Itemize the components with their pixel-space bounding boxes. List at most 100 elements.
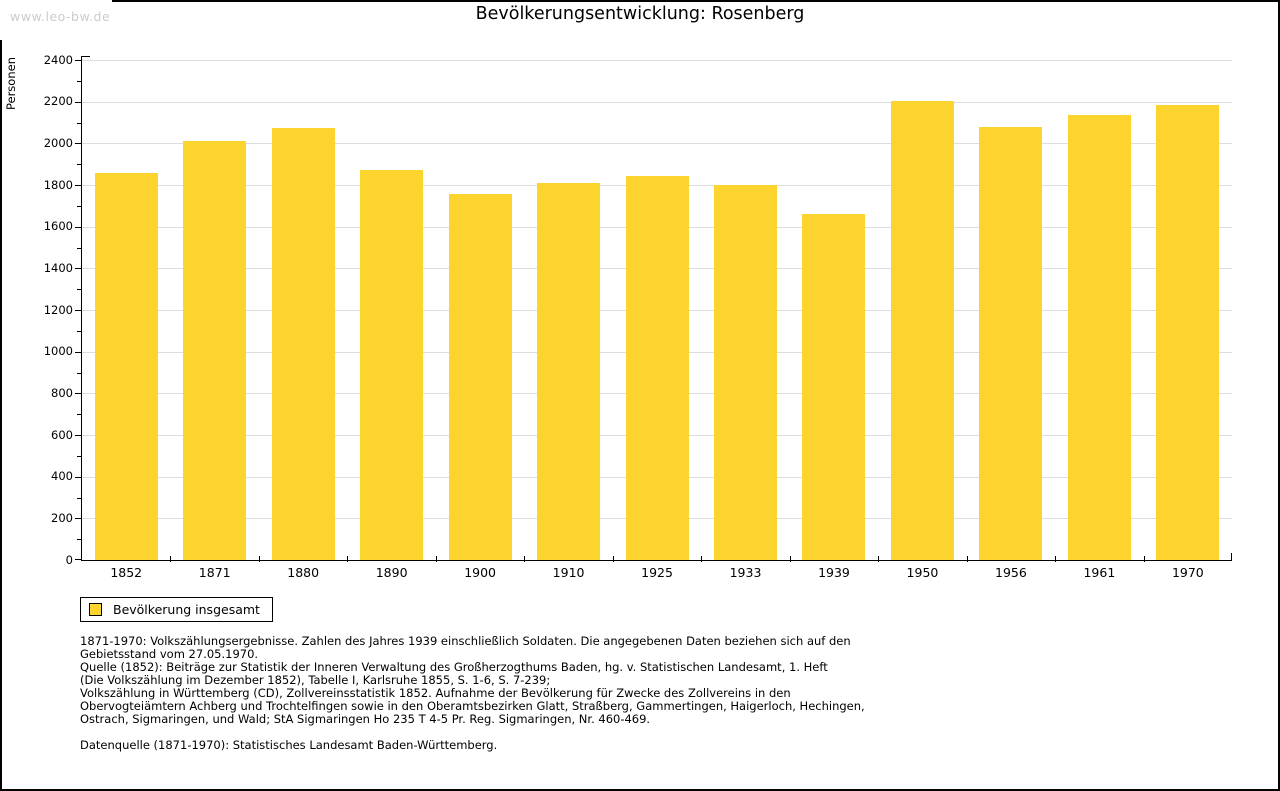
y-tick-label-400: 400 (51, 469, 73, 484)
y-axis-line (81, 56, 82, 561)
x-label-1933: 1933 (729, 565, 762, 580)
gridline-2000 (82, 143, 1232, 145)
footnote-line-6: Obervogteiämtern Achberg und Trochtelfin… (80, 699, 865, 713)
y-tick-label-200: 200 (51, 510, 73, 525)
y-axis-title: Personen (4, 57, 18, 111)
y-tick-label-0: 0 (65, 552, 73, 567)
bar-slot-1933 (701, 60, 789, 560)
x-label-1871: 1871 (198, 565, 231, 580)
x-tick-12 (1143, 556, 1145, 562)
y-tick-1100 (77, 330, 81, 332)
footnote-line-5: Volkszählung in Württemberg (CD), Zollve… (80, 686, 791, 700)
y-tick-700 (77, 414, 81, 416)
bar-1961 (1067, 115, 1131, 560)
x-label-1939: 1939 (818, 565, 850, 580)
y-tick-1400 (75, 268, 81, 270)
bar-1871 (183, 141, 247, 560)
bar-series (82, 60, 1232, 560)
bar-1970 (1156, 104, 1220, 560)
bar-slot-1890 (347, 60, 435, 560)
y-tick-600 (75, 435, 81, 436)
y-tick-300 (77, 497, 81, 499)
bar-1910 (537, 182, 601, 560)
bar-slot-1910 (524, 60, 612, 560)
watermark-box: www.leo-bw.de (0, 0, 112, 40)
y-axis-top-cap (81, 56, 90, 57)
bar-1900 (448, 194, 512, 560)
gridline-2400 (82, 60, 1232, 61)
x-label-1910: 1910 (552, 565, 585, 580)
x-tick-1 (170, 556, 172, 562)
legend-swatch-icon (89, 603, 102, 616)
x-label-1880: 1880 (287, 565, 320, 580)
x-tick-8 (789, 556, 791, 562)
footnote-line-1: 1871-1970: Volkszählungsergebnisse. Zahl… (80, 634, 851, 648)
x-tick-5 (524, 556, 526, 562)
x-label-1852: 1852 (110, 565, 143, 580)
x-tick-3 (347, 556, 349, 562)
y-tick-label-2200: 2200 (43, 94, 73, 109)
y-tick-0 (75, 559, 81, 560)
y-tick-1300 (77, 289, 81, 291)
y-tick-100 (77, 539, 81, 541)
bar-1925 (625, 175, 689, 560)
bar-1890 (360, 170, 424, 560)
x-label-1900: 1900 (464, 565, 497, 580)
x-tick-10 (966, 556, 968, 562)
y-tick-label-1200: 1200 (43, 302, 73, 317)
y-tick-label-1800: 1800 (43, 177, 73, 192)
x-tick-7 (701, 556, 703, 562)
x-label-1925: 1925 (641, 565, 673, 580)
footnote-line-3: Quelle (1852): Beiträge zur Statistik de… (80, 660, 828, 674)
y-tick-200 (75, 518, 81, 520)
y-tick-1800 (75, 185, 81, 186)
y-tick-label-1600: 1600 (43, 219, 73, 234)
x-tick-2 (258, 556, 260, 562)
y-tick-1200 (75, 310, 81, 311)
bar-1939 (802, 214, 866, 560)
y-tick-label-2400: 2400 (43, 52, 73, 67)
y-tick-label-800: 800 (51, 385, 73, 400)
x-label-1950: 1950 (906, 565, 939, 580)
y-tick-2300 (77, 80, 81, 82)
footnote-line-4: (Die Volkszählung im Dezember 1852), Tab… (80, 673, 551, 687)
y-tick-2100 (77, 122, 81, 124)
legend: Bevölkerung insgesamt (80, 597, 273, 622)
x-tick-4 (435, 556, 437, 562)
y-tick-1900 (77, 164, 81, 166)
bar-slot-1956 (967, 60, 1055, 560)
y-tick-label-1000: 1000 (43, 344, 73, 359)
watermark-text: www.leo-bw.de (10, 9, 111, 24)
y-tick-400 (75, 476, 81, 478)
bar-slot-1871 (170, 60, 258, 560)
x-tick-9 (878, 556, 880, 562)
x-axis-line (81, 560, 1232, 561)
bar-slot-1950 (878, 60, 966, 560)
x-label-1956: 1956 (995, 565, 1027, 580)
x-label-1890: 1890 (375, 565, 408, 580)
bar-1950 (890, 100, 954, 560)
y-tick-500 (77, 455, 81, 457)
bar-1880 (271, 127, 335, 560)
y-tick-1000 (75, 351, 81, 353)
bar-1852 (94, 172, 158, 560)
y-tick-2000 (75, 143, 81, 145)
y-tick-1500 (77, 247, 81, 249)
bar-1956 (979, 126, 1043, 560)
y-tick-1700 (77, 205, 81, 207)
legend-label: Bevölkerung insgesamt (113, 602, 260, 617)
bar-slot-1900 (436, 60, 524, 560)
footnotes: 1871-1970: Volkszählungsergebnisse. Zahl… (80, 635, 865, 752)
bar-slot-1852 (82, 60, 170, 560)
bar-1933 (714, 185, 778, 560)
footnote-line-2: Gebietsstand vom 27.05.1970. (80, 647, 259, 661)
y-tick-label-2000: 2000 (43, 135, 73, 150)
y-tick-900 (77, 372, 81, 374)
bar-slot-1925 (613, 60, 701, 560)
y-tick-2200 (75, 101, 81, 103)
datasource-line: Datenquelle (1871-1970): Statistisches L… (80, 738, 498, 752)
bar-slot-1970 (1144, 60, 1232, 560)
x-tick-11 (1055, 556, 1057, 562)
x-tick-6 (612, 556, 614, 562)
y-tick-800 (75, 393, 81, 395)
